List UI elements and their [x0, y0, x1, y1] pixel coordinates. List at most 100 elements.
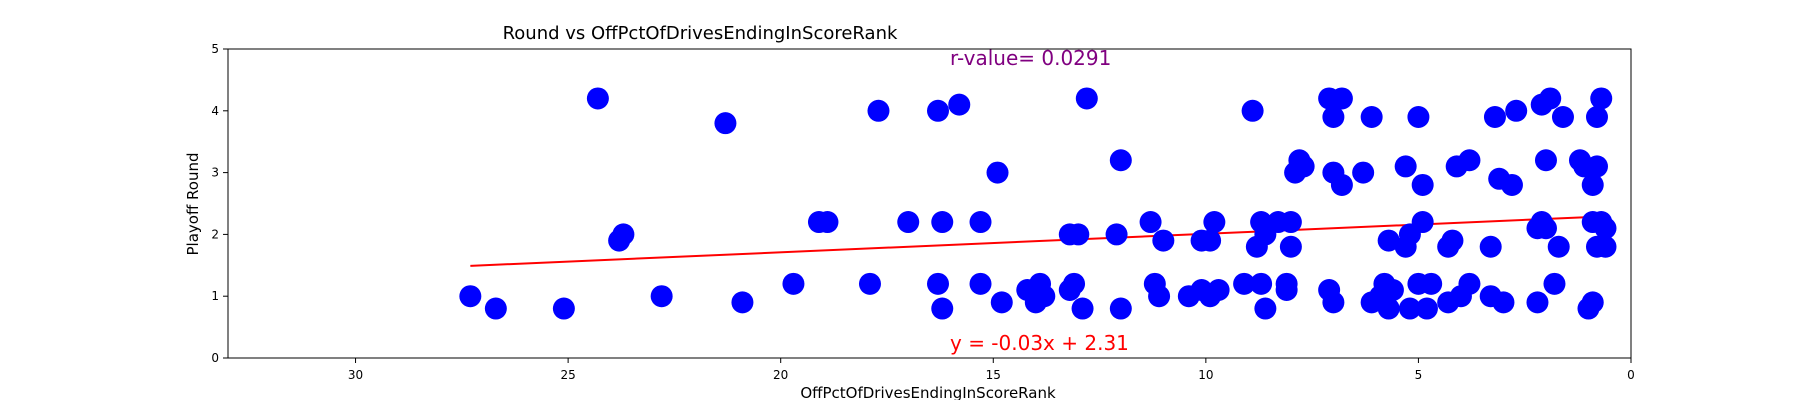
- data-point: [1585, 155, 1608, 178]
- data-point: [484, 297, 507, 320]
- data-point: [1479, 235, 1502, 258]
- x-tick-label: 5: [1415, 368, 1423, 382]
- data-point: [990, 291, 1013, 314]
- data-point: [1322, 105, 1345, 128]
- data-point: [782, 272, 805, 295]
- data-point: [1458, 272, 1481, 295]
- data-point: [1330, 87, 1353, 110]
- data-point: [1594, 217, 1617, 240]
- y-tick-label: 4: [211, 104, 219, 118]
- data-point: [986, 161, 1009, 184]
- data-point: [948, 93, 971, 116]
- data-point: [1152, 229, 1175, 252]
- data-point: [1067, 223, 1090, 246]
- plot-frame: [227, 48, 1632, 359]
- data-point: [1279, 235, 1302, 258]
- x-tick-label: 25: [560, 368, 575, 382]
- data-point: [1398, 297, 1421, 320]
- data-point: [1590, 87, 1613, 110]
- y-tick-label: 5: [211, 42, 219, 56]
- data-point: [1483, 105, 1506, 128]
- data-point: [1581, 291, 1604, 314]
- data-point: [1292, 155, 1315, 178]
- data-point: [1585, 105, 1608, 128]
- data-points: [459, 87, 1617, 320]
- data-point: [1594, 235, 1617, 258]
- data-point: [1420, 272, 1443, 295]
- data-point: [927, 99, 950, 122]
- data-point: [1505, 99, 1528, 122]
- data-point: [969, 211, 992, 234]
- data-point: [1360, 105, 1383, 128]
- data-point: [1322, 291, 1345, 314]
- data-point: [1581, 173, 1604, 196]
- axes: 30 25 20 15 10 5 0 0 1 2 3 4 5: [211, 42, 1634, 382]
- y-tick-label: 1: [211, 289, 219, 303]
- data-point: [1377, 297, 1400, 320]
- data-point: [867, 99, 890, 122]
- r-value-annotation: r-value= 0.0291: [950, 46, 1111, 70]
- data-point: [1441, 229, 1464, 252]
- data-point: [1534, 217, 1557, 240]
- data-point: [1033, 285, 1056, 308]
- data-point: [1539, 87, 1562, 110]
- data-point: [1275, 279, 1298, 302]
- data-point: [927, 272, 950, 295]
- x-tick-label: 20: [773, 368, 788, 382]
- data-point: [1377, 229, 1400, 252]
- data-point: [1411, 211, 1434, 234]
- data-point: [1250, 272, 1273, 295]
- data-point: [1254, 297, 1277, 320]
- data-point: [552, 297, 575, 320]
- y-tick-label: 2: [211, 227, 219, 241]
- data-point: [1534, 149, 1557, 172]
- data-point: [1407, 105, 1430, 128]
- data-point: [1411, 173, 1434, 196]
- data-point: [1279, 211, 1302, 234]
- data-point: [1063, 272, 1086, 295]
- data-point: [1352, 161, 1375, 184]
- y-tick-label: 3: [211, 166, 219, 180]
- y-tick-label: 0: [211, 351, 219, 365]
- data-point: [816, 211, 839, 234]
- data-point: [1492, 291, 1515, 314]
- regression-equation-annotation: y = -0.03x + 2.31: [950, 331, 1129, 355]
- data-point: [858, 272, 881, 295]
- data-point: [1526, 291, 1549, 314]
- x-tick-label: 15: [986, 368, 1001, 382]
- x-tick-label: 0: [1627, 368, 1635, 382]
- data-point: [931, 211, 954, 234]
- x-tick-label: 10: [1198, 368, 1213, 382]
- x-axis-label: OffPctOfDrivesEndingInScoreRank: [800, 384, 1056, 400]
- chart-title: Round vs OffPctOfDrivesEndingInScoreRank: [503, 23, 898, 44]
- data-point: [714, 112, 737, 135]
- data-point: [969, 272, 992, 295]
- data-point: [586, 87, 609, 110]
- data-point: [1330, 173, 1353, 196]
- data-point: [1415, 297, 1438, 320]
- data-point: [1233, 272, 1256, 295]
- data-point: [1394, 155, 1417, 178]
- data-point: [650, 285, 673, 308]
- data-point: [1458, 149, 1481, 172]
- data-point: [1075, 87, 1098, 110]
- data-point: [1203, 211, 1226, 234]
- data-point: [1109, 297, 1132, 320]
- data-point: [1500, 173, 1523, 196]
- data-point: [1241, 99, 1264, 122]
- data-point: [1199, 229, 1222, 252]
- data-point: [1551, 105, 1574, 128]
- x-tick-label: 30: [348, 368, 363, 382]
- data-point: [459, 285, 482, 308]
- data-point: [1105, 223, 1128, 246]
- data-point: [612, 223, 635, 246]
- y-axis-label: Playoff Round: [184, 152, 202, 255]
- data-point: [1207, 279, 1230, 302]
- data-point: [1381, 279, 1404, 302]
- data-point: [931, 297, 954, 320]
- data-point: [731, 291, 754, 314]
- data-point: [1148, 285, 1171, 308]
- data-point: [1139, 211, 1162, 234]
- data-point: [1543, 272, 1566, 295]
